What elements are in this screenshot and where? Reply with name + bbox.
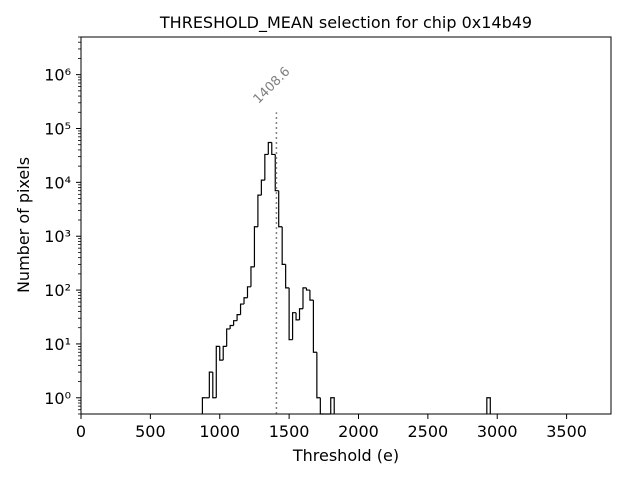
histogram-bin — [316, 352, 321, 399]
histogram-bin — [250, 266, 255, 287]
y-tick-label: 10² — [44, 281, 71, 300]
histogram-bin — [271, 142, 276, 156]
x-tick-label: 500 — [135, 422, 166, 441]
chart-title: THRESHOLD_MEAN selection for chip 0x14b4… — [159, 13, 532, 33]
histogram-bin — [298, 308, 303, 320]
histogram-bin — [233, 320, 238, 326]
histogram-bin — [309, 290, 314, 301]
histogram-bin — [281, 226, 286, 265]
histogram-bin — [291, 312, 297, 340]
y-axis-ticks: 10⁰ 10¹ 10² 10³ 10⁴ 10⁵ 10⁶ — [44, 36, 81, 415]
x-axis-label: Threshold (e) — [292, 446, 399, 465]
histogram-bin — [253, 226, 258, 267]
histogram-bin — [219, 346, 224, 361]
histogram-bin — [302, 287, 307, 309]
x-tick-label: 3500 — [546, 422, 587, 441]
histogram-bin — [226, 328, 231, 347]
mean-marker-label: 1408.6 — [251, 64, 294, 107]
x-tick-label: 2000 — [338, 422, 379, 441]
histogram-bin — [201, 397, 206, 414]
histogram-bin — [236, 314, 241, 321]
histogram-bin — [239, 303, 245, 315]
histogram-bin — [274, 154, 279, 192]
x-tick-label: 0 — [76, 422, 86, 441]
y-axis-label: Number of pixels — [14, 157, 33, 293]
histogram-layer — [201, 141, 491, 415]
y-tick-label: 10³ — [44, 227, 71, 246]
x-tick-label: 1000 — [199, 422, 240, 441]
histogram-bin — [285, 264, 290, 289]
histogram-bin — [267, 141, 272, 155]
y-tick-label: 10⁵ — [44, 120, 71, 139]
y-tick-label: 10⁶ — [44, 66, 71, 85]
histogram-bin — [222, 345, 227, 361]
y-tick-label: 10¹ — [44, 335, 71, 354]
histogram-bin — [264, 153, 269, 181]
x-tick-label: 2500 — [407, 422, 448, 441]
histogram-bin — [319, 397, 324, 415]
histogram-bin — [312, 300, 317, 353]
histogram-bin — [257, 194, 262, 227]
histogram-bin — [243, 297, 248, 305]
histogram-bin — [208, 371, 213, 398]
histogram-bin — [212, 372, 217, 399]
histogram-bin — [246, 286, 251, 298]
x-axis-ticks: 0 500 1000 1500 2000 2500 3000 3500 — [76, 414, 587, 441]
histogram-bin — [330, 397, 335, 414]
annotation-layer: 1408.6 — [251, 64, 294, 414]
histogram-bin — [295, 312, 300, 321]
plot-frame — [80, 36, 612, 415]
histogram-bin — [278, 190, 283, 228]
histogram-bin — [260, 179, 265, 196]
histogram-bin — [305, 287, 310, 291]
y-tick-label: 10⁴ — [44, 173, 71, 192]
y-tick-label: 10⁰ — [44, 389, 71, 408]
histogram-bin — [288, 287, 293, 341]
histogram-bin — [486, 397, 491, 414]
histogram-bin — [215, 345, 220, 398]
x-tick-label: 3000 — [477, 422, 518, 441]
histogram-bin — [229, 324, 234, 329]
x-tick-label: 1500 — [269, 422, 310, 441]
